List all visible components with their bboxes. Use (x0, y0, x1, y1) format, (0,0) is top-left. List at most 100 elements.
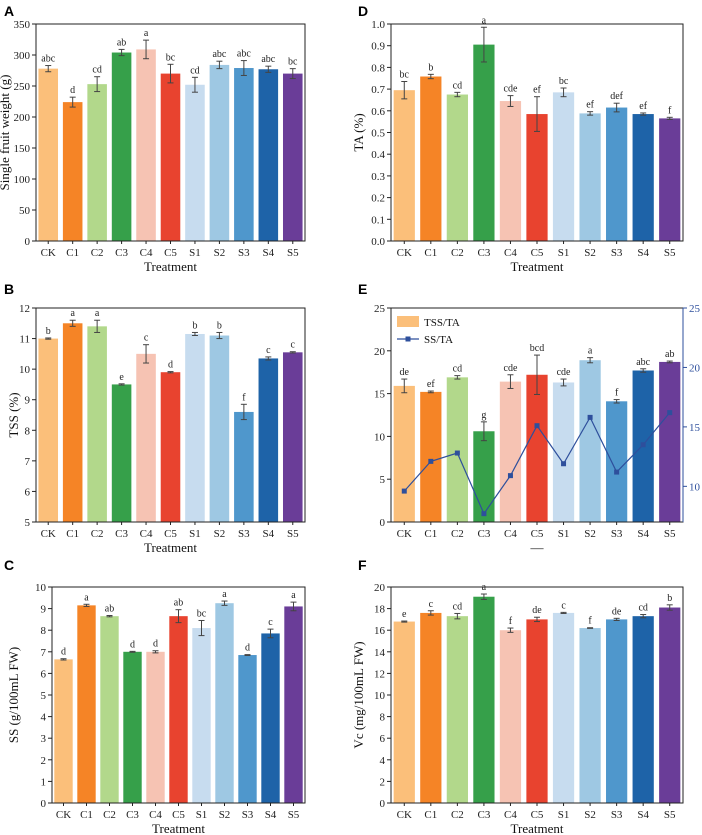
bar-c1 (62, 102, 83, 242)
x-tick-label: S4 (263, 247, 275, 259)
significance-letter: a (144, 28, 149, 39)
significance-letter: cd (638, 603, 647, 614)
bar-c4 (499, 630, 522, 803)
bar-s1 (552, 612, 575, 803)
x-tick-label: S2 (219, 809, 231, 821)
y-tick-label: 25 (374, 303, 386, 315)
panel-label: B (4, 281, 14, 297)
line-point (401, 488, 407, 494)
x-tick-label: S4 (637, 528, 649, 540)
line-point (667, 410, 673, 416)
x-tick-label: C1 (66, 528, 79, 540)
y-tick-label: 0 (25, 236, 31, 248)
y-tick-label: 4 (380, 755, 386, 767)
x-tick-label: S2 (584, 247, 596, 259)
y2-tick-label: 15 (689, 422, 701, 434)
x-tick-label: CK (56, 809, 71, 821)
x-tick-label: S2 (584, 809, 596, 821)
significance-letter: c (561, 600, 566, 611)
bar-s5 (659, 607, 681, 803)
y-tick-label: 5 (25, 517, 31, 529)
bar-c3 (473, 431, 495, 522)
y-tick-label: 20 (374, 346, 386, 358)
x-tick-label: C3 (477, 528, 490, 540)
bar-ck (393, 90, 415, 241)
y-tick-label: 0.7 (371, 84, 385, 96)
significance-letter: bc (288, 57, 298, 68)
bar-c5 (169, 616, 188, 803)
x-tick-label: C1 (424, 247, 437, 259)
line-point (534, 423, 540, 429)
y-tick-label: 0 (380, 517, 386, 529)
x-tick-label: S3 (242, 809, 254, 821)
y-tick-label: 0.8 (371, 62, 385, 74)
bar-c3 (473, 44, 495, 241)
x-tick-label: S4 (637, 809, 649, 821)
significance-letter: e (119, 372, 124, 383)
bar-c1 (77, 605, 96, 803)
x-tick-label: S5 (664, 528, 676, 540)
bar-c5 (526, 374, 548, 522)
bar-s4 (632, 114, 654, 241)
y-tick-label: 5 (380, 474, 386, 486)
x-tick-label: C2 (451, 528, 464, 540)
y-axis-label: Single fruit weight (g) (0, 75, 12, 191)
x-tick-label: C4 (504, 809, 517, 821)
y-tick-label: 2 (41, 755, 47, 767)
x-tick-label: C5 (531, 809, 544, 821)
x-axis-label: Treatment (511, 259, 564, 274)
legend-label: TSS/TA (424, 317, 460, 329)
bar-s2 (579, 113, 601, 241)
x-tick-label: C1 (66, 247, 79, 259)
bar-s1 (192, 628, 211, 803)
x-tick-label: C1 (80, 809, 93, 821)
significance-letter: ab (174, 598, 183, 609)
significance-letter: ef (533, 85, 541, 96)
significance-letter: a (84, 592, 89, 603)
bar-c1 (420, 391, 442, 522)
bar-ck (54, 659, 73, 803)
y-tick-label: 6 (380, 733, 386, 745)
line-point (507, 473, 513, 479)
significance-letter: abc (261, 54, 275, 65)
x-tick-label: S2 (214, 247, 226, 259)
y-tick-label: 8 (25, 425, 31, 437)
x-tick-label: C1 (424, 809, 437, 821)
bar-s3 (606, 401, 628, 522)
significance-letter: de (532, 605, 542, 616)
significance-letter: cde (557, 367, 571, 378)
x-tick-label: C3 (477, 247, 490, 259)
panel-d: Dbc b cd a cde ef bc ef def ef f 0.0 0.1 0.2 0.3 0.4 0.5… (351, 3, 684, 274)
x-tick-label: C2 (451, 809, 464, 821)
bar-s3 (606, 107, 628, 241)
x-tick-label: S1 (558, 528, 570, 540)
x-tick-label: C4 (504, 528, 517, 540)
x-tick-label: C2 (91, 247, 104, 259)
y-tick-label: 300 (14, 50, 31, 62)
significance-letter: cd (453, 601, 462, 612)
bar-s5 (282, 73, 303, 241)
bar-s1 (185, 333, 205, 522)
y-axis-label: SS (g/100mL FW) (6, 647, 21, 743)
y-tick-label: 150 (14, 143, 31, 155)
y-tick-label: 8 (380, 712, 386, 724)
y-tick-label: 12 (374, 668, 385, 680)
panel-f: Fe c cd a f de c f de cd b 0 2 4 6 8 10 12 14 16 18 20 CK C1 C2 C… (351, 557, 684, 835)
bar-c3 (123, 651, 142, 803)
panel-label: F (358, 557, 367, 573)
significance-letter: b (192, 320, 197, 331)
bar-c5 (526, 114, 548, 241)
significance-letter: d (70, 85, 75, 96)
significance-letter: bc (166, 52, 176, 63)
y-tick-label: 0.6 (371, 106, 385, 118)
panel-b: Bb a a e c d b b f c c 5 6 7 8 9 10 11 12 CK C1 C2 C3 C4 C5 S1 S2 S… (4, 281, 306, 555)
x-axis-label: Treatment (144, 259, 197, 274)
y2-tick-label: 10 (689, 481, 701, 493)
bar-c1 (420, 612, 442, 803)
panel-label: E (358, 281, 367, 297)
y-tick-label: 0 (41, 798, 47, 810)
significance-letter: b (667, 593, 672, 604)
x-tick-label: C4 (140, 528, 153, 540)
y-axis-label: Vc (mg/100mL FW) (351, 641, 366, 748)
significance-letter: de (400, 367, 410, 378)
